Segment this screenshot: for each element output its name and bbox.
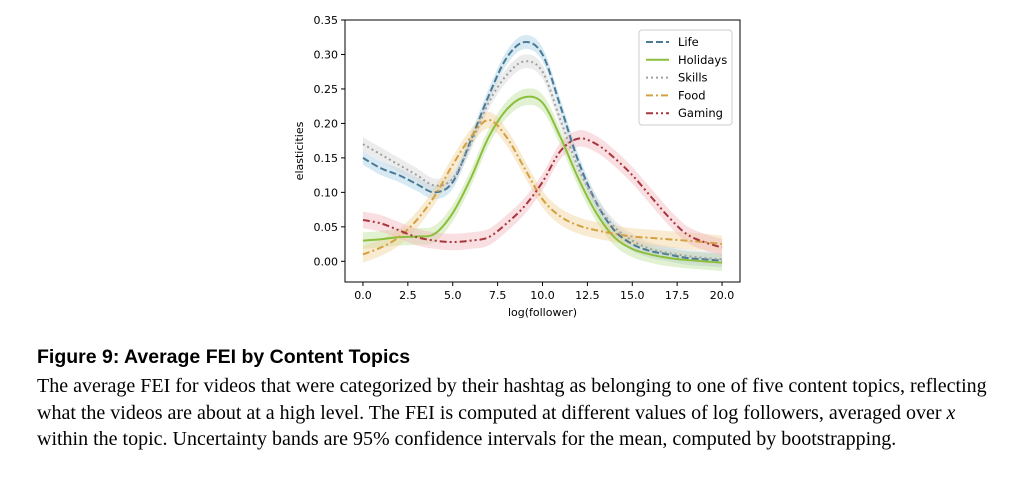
- y-tick-label: 0.15: [314, 152, 339, 165]
- legend-label-gaming: Gaming: [678, 106, 723, 120]
- caption-body-part-2: within the topic. Uncertainty bands are …: [37, 428, 897, 450]
- line-food: [362, 118, 723, 256]
- x-tick-label: 20.0: [710, 289, 735, 302]
- band-food: [362, 111, 723, 263]
- legend-label-food: Food: [678, 88, 706, 102]
- legend: Life Holidays Skills Food Gaming: [638, 29, 733, 126]
- figure-caption: Figure 9: Average FEI by Content Topics …: [37, 346, 1002, 453]
- y-tick-label: 0.00: [314, 255, 339, 268]
- y-tick-label: 0.35: [314, 14, 339, 27]
- x-axis-ticks: 0.0 2.5 5.0 7.5 10.0 12.5 15.0 17.5 20.0: [354, 282, 734, 302]
- y-tick-label: 0.30: [314, 48, 339, 61]
- series-lines: [362, 40, 723, 264]
- y-tick-label: 0.25: [314, 83, 339, 96]
- x-tick-label: 10.0: [530, 289, 555, 302]
- x-tick-label: 15.0: [620, 289, 645, 302]
- caption-title: Figure 9: Average FEI by Content Topics: [37, 346, 411, 368]
- band-gaming: [362, 130, 723, 256]
- line-holidays: [362, 95, 723, 264]
- x-axis-label: log(follower): [508, 306, 577, 319]
- fei-line-chart: 0.0 2.5 5.0 7.5 10.0 12.5 15.0 17.5 20.0 0.000.0…: [293, 14, 741, 319]
- x-tick-label: 12.5: [575, 289, 600, 302]
- caption-variable: x: [946, 401, 956, 424]
- legend-label-holidays: Holidays: [678, 53, 727, 67]
- line-skills: [362, 60, 723, 261]
- caption-body-part-1: The average FEI for videos that were cat…: [37, 375, 987, 424]
- y-tick-label: 0.20: [314, 117, 339, 130]
- x-tick-label: 5.0: [444, 289, 462, 302]
- y-axis-label: elasticities: [293, 121, 306, 180]
- x-tick-label: 2.5: [399, 289, 417, 302]
- y-axis-ticks: 0.00 0.05 0.10 0.15 0.20 0.25 0.30 0.35: [314, 14, 345, 268]
- caption-body: The average FEI for videos that were cat…: [37, 373, 1002, 453]
- x-tick-label: 0.0: [354, 289, 372, 302]
- y-tick-label: 0.10: [314, 186, 339, 199]
- confidence-bands: [362, 35, 723, 271]
- line-gaming: [362, 137, 723, 249]
- y-tick-label: 0.05: [314, 221, 339, 234]
- x-tick-label: 7.5: [489, 289, 507, 302]
- x-tick-label: 17.5: [665, 289, 690, 302]
- line-life: [362, 40, 723, 262]
- legend-label-skills: Skills: [678, 71, 708, 85]
- band-holidays: [362, 88, 723, 271]
- legend-label-life: Life: [678, 35, 699, 49]
- legend-box: [638, 29, 733, 126]
